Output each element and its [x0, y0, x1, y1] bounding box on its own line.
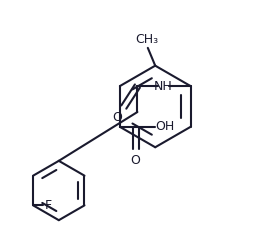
Text: O: O: [130, 154, 140, 166]
Text: CH₃: CH₃: [135, 33, 158, 46]
Text: OH: OH: [156, 120, 175, 133]
Text: O: O: [113, 111, 123, 124]
Text: NH: NH: [154, 80, 173, 92]
Text: F: F: [45, 199, 52, 212]
